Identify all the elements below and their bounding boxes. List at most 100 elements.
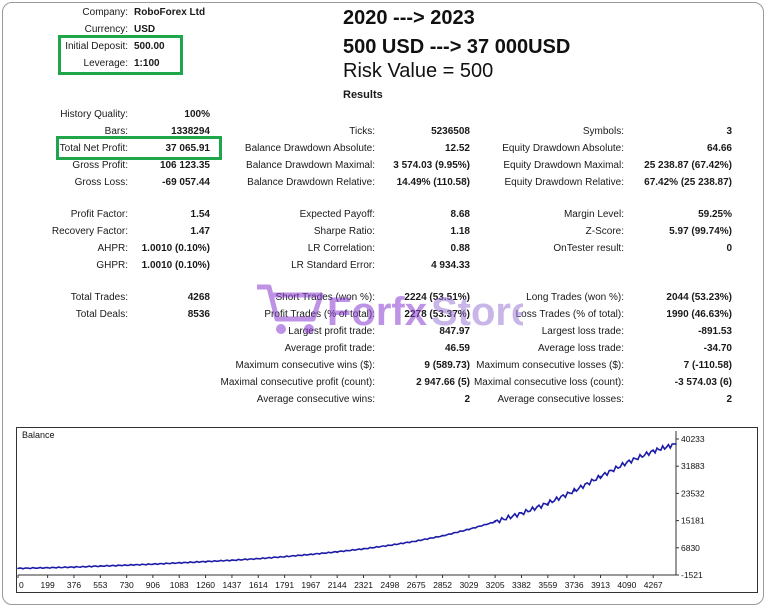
stat-label: Bars: xyxy=(104,126,128,137)
stat-value: -891.53 xyxy=(698,326,732,337)
stat-value: 1990 (46.63%) xyxy=(666,309,732,320)
y-tick-label: 6830 xyxy=(681,543,700,553)
balance-point xyxy=(573,490,575,492)
balance-point xyxy=(73,566,75,568)
headline-period: 2020 ---> 2023 xyxy=(343,7,475,29)
x-tick-label: 3913 xyxy=(591,580,610,590)
stat-value: 1.0010 (0.10%) xyxy=(141,243,210,254)
x-tick-label: 2321 xyxy=(354,580,373,590)
x-tick-label: 4090 xyxy=(617,580,636,590)
balance-point xyxy=(336,551,338,553)
stat-value: 2 xyxy=(726,394,732,405)
y-tick-label: 31883 xyxy=(681,461,705,471)
balance-point xyxy=(310,553,312,556)
x-tick-label: 3382 xyxy=(512,580,531,590)
x-tick-label: 1260 xyxy=(196,580,215,590)
stat-label: Equity Drawdown Relative: xyxy=(504,177,625,188)
y-tick-label: 23532 xyxy=(681,488,705,498)
stat-label: Balance Drawdown Relative: xyxy=(247,177,375,188)
stat-value: 8.68 xyxy=(450,209,470,220)
stat-label: Recovery Factor: xyxy=(51,226,128,237)
stat-value: 1.54 xyxy=(190,209,210,220)
x-tick-label: 0 xyxy=(19,580,24,590)
stat-label: AHPR: xyxy=(97,243,128,254)
stat-label: LR Correlation: xyxy=(307,243,375,254)
stat-label: Profit Trades (% of total): xyxy=(264,309,375,320)
leverage-label: Leverage: xyxy=(83,58,128,69)
x-tick-label: 3736 xyxy=(565,580,584,590)
balance-point xyxy=(675,443,677,445)
balance-point xyxy=(178,562,181,564)
balance-point xyxy=(231,559,233,562)
stat-value: 9 (589.73) xyxy=(424,360,470,371)
balance-chart-svg: Balance 0 199 376 553 730 906 1083 1260 1437 1614 1… xyxy=(16,427,758,593)
stat-value: 3 xyxy=(726,126,732,137)
watermark-brand-b: Store xyxy=(431,290,523,334)
balance-point xyxy=(389,544,391,547)
balance-point xyxy=(46,566,49,569)
stat-label: Profit Factor: xyxy=(70,209,128,220)
stat-value: 5236508 xyxy=(431,126,470,137)
currency-value: USD xyxy=(134,24,156,35)
leverage-value: 1:100 xyxy=(134,58,160,69)
stat-value: 4268 xyxy=(187,292,210,303)
stat-label: Equity Drawdown Absolute: xyxy=(502,143,624,154)
stat-value: 2224 (53.51%) xyxy=(404,292,470,303)
stat-label: Ticks: xyxy=(349,126,375,137)
watermark-brand-a: Forfx xyxy=(327,290,427,334)
stat-label: Maximal consecutive profit (count): xyxy=(220,377,375,388)
x-tick-label: 3205 xyxy=(486,580,505,590)
stat-label: Total Net Profit: xyxy=(59,143,128,154)
stat-label: Equity Drawdown Maximal: xyxy=(503,160,624,171)
balance-point xyxy=(520,512,523,515)
balance-point xyxy=(468,528,470,531)
balance-point xyxy=(494,521,496,523)
initial-deposit-label: Initial Deposit: xyxy=(65,41,128,52)
x-tick-label: 1967 xyxy=(301,580,320,590)
stat-label: Average consecutive wins: xyxy=(256,394,375,405)
stat-value: -3 574.03 (6) xyxy=(674,377,732,388)
watermark-logo: Forfx Store xyxy=(253,273,533,345)
stat-value: 5.97 (99.74%) xyxy=(669,226,732,237)
x-tick-label: 3559 xyxy=(538,580,557,590)
stat-label: Gross Profit: xyxy=(72,160,128,171)
stat-label: Z-Score: xyxy=(585,226,624,237)
x-tick-label: 2852 xyxy=(433,580,452,590)
stat-value: 46.59 xyxy=(444,343,470,354)
balance-point xyxy=(204,560,207,563)
balance-point xyxy=(283,555,286,558)
stat-label: Largest profit trade: xyxy=(288,326,375,337)
stat-label: Average consecutive losses: xyxy=(497,394,624,405)
stat-label: Maximum consecutive losses ($): xyxy=(476,360,624,371)
stat-value: -69 057.44 xyxy=(162,177,210,188)
results-title: Results xyxy=(343,89,383,101)
stat-value: 67.42% (25 238.87) xyxy=(644,177,732,188)
stat-label: Symbols: xyxy=(582,126,624,137)
headline-risk: Risk Value = 500 xyxy=(343,60,494,82)
stat-value: 2 947.66 (5) xyxy=(416,377,470,388)
balance-point xyxy=(125,564,128,566)
stat-value: 2044 (53.23%) xyxy=(666,292,732,303)
chart-title: Balance xyxy=(22,430,55,440)
stat-value: 59.25% xyxy=(698,209,732,220)
x-tick-label: 2144 xyxy=(328,580,347,590)
stat-label: Margin Level: xyxy=(563,209,624,220)
stat-label: Expected Payoff: xyxy=(299,209,375,220)
stat-value: 3 574.03 (9.95%) xyxy=(393,160,470,171)
x-tick-label: 1791 xyxy=(275,580,294,590)
stat-label: History Quality: xyxy=(60,109,128,120)
stat-label: OnTester result: xyxy=(553,243,624,254)
y-tick-label: -1521 xyxy=(681,570,703,580)
cart-icon xyxy=(257,284,324,334)
stat-value: 37 065.91 xyxy=(165,143,211,154)
stat-value: 14.49% (110.58) xyxy=(396,177,470,188)
initial-deposit-value: 500.00 xyxy=(134,41,165,52)
stat-label: Balance Drawdown Absolute: xyxy=(244,143,375,154)
x-tick-label: 1614 xyxy=(249,580,268,590)
stat-value: 2 xyxy=(464,394,470,405)
stat-value: 1.47 xyxy=(190,226,210,237)
stat-value: 0.88 xyxy=(450,243,470,254)
x-tick-label: 730 xyxy=(120,580,134,590)
x-tick-label: 906 xyxy=(146,580,160,590)
